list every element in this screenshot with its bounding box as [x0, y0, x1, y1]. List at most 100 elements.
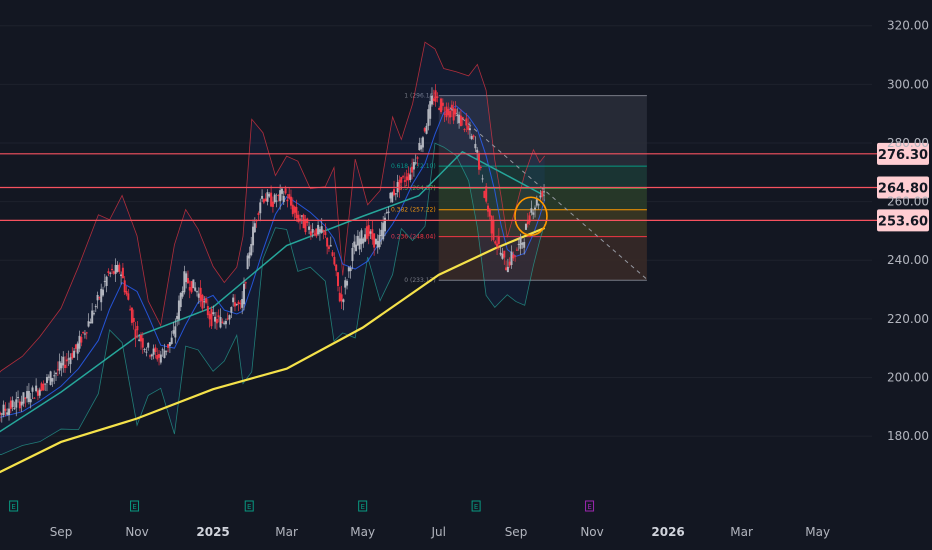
candle-body: [456, 115, 459, 117]
candle-body: [83, 333, 86, 335]
candle-body: [295, 207, 298, 219]
earnings-marker-3[interactable]: [358, 500, 368, 512]
candle-body: [177, 300, 180, 320]
candle-body: [29, 399, 32, 403]
earnings-marker-4[interactable]: [471, 500, 481, 512]
ma-20-line[interactable]: [0, 105, 546, 422]
candle-body: [31, 387, 34, 392]
candle-body: [430, 95, 433, 105]
candle-body: [450, 104, 453, 111]
earnings-marker-label-3: E: [360, 503, 364, 511]
earnings-marker-0[interactable]: [9, 500, 19, 512]
level-price-tag-0[interactable]: [877, 142, 929, 165]
y-tick-label-7: 180.00: [887, 429, 929, 443]
candle-body: [210, 309, 213, 327]
candle-body: [73, 350, 76, 358]
candle-body: [183, 271, 186, 293]
earnings-marker-1[interactable]: [130, 500, 140, 512]
candle-body: [389, 192, 392, 199]
candle-body: [71, 353, 74, 359]
earnings-marker-2[interactable]: [244, 500, 254, 512]
candle-body: [470, 136, 473, 140]
candle-body: [147, 342, 150, 348]
candle-body: [432, 98, 435, 101]
candle-body: [427, 109, 430, 126]
level-price-tag-1[interactable]: [877, 176, 929, 199]
candle-body: [159, 354, 162, 363]
candle-body: [98, 297, 101, 299]
x-tick-label-7: Nov: [580, 525, 603, 539]
candle-body: [18, 401, 21, 409]
candle-body: [414, 162, 417, 164]
candle-body: [33, 397, 36, 399]
candle-body: [143, 348, 146, 350]
y-tick-label-5: 220.00: [887, 312, 929, 326]
projection-dashed-line[interactable]: [449, 107, 648, 280]
candle-body: [185, 273, 188, 283]
ma-50-line[interactable]: [0, 150, 546, 442]
candle-body: [445, 106, 448, 118]
candle-body: [373, 233, 376, 248]
candle-body: [109, 272, 112, 274]
fib-level-label-0: 1 (296.16): [404, 93, 435, 100]
candle-body: [342, 299, 345, 303]
candle-body: [105, 276, 108, 286]
candle-body: [150, 354, 153, 357]
candle-body: [125, 291, 128, 295]
candle-body: [273, 194, 276, 203]
candle-body: [501, 253, 504, 259]
candle-body: [331, 252, 334, 256]
highlight-ellipse[interactable]: [514, 196, 548, 237]
candle-body: [322, 230, 325, 232]
y-tick-label-4: 240.00: [887, 253, 929, 267]
candle-body: [82, 332, 85, 334]
candle-body: [365, 226, 368, 239]
candle-body: [374, 239, 377, 245]
candle-body: [487, 205, 490, 212]
candle-body: [284, 188, 287, 194]
fib-level-label-2: 0.5 (264.57): [399, 185, 436, 192]
candle-body: [186, 278, 189, 284]
candle-body: [65, 359, 68, 362]
candle-body: [543, 191, 546, 193]
candle-body: [458, 114, 461, 124]
bollinger-lower-line: [0, 142, 546, 455]
candle-body: [226, 318, 229, 320]
bollinger-upper-line: [0, 41, 545, 373]
earnings-marker-label-1: E: [132, 503, 136, 511]
candle-body: [51, 378, 54, 382]
candle-body: [411, 166, 414, 173]
x-tick-label-9: Mar: [730, 525, 753, 539]
candle-body: [523, 241, 526, 248]
candle-body: [154, 347, 157, 352]
earnings-marker-5[interactable]: [585, 500, 595, 512]
candle-body: [497, 236, 500, 245]
candle-body: [385, 212, 388, 214]
candle-body: [282, 195, 285, 203]
candle-body: [62, 356, 65, 366]
fib-zone-3: [438, 209, 647, 237]
candle-body: [253, 223, 256, 233]
candle-body: [116, 265, 119, 272]
candle-body: [268, 194, 271, 197]
candle-body: [378, 235, 381, 248]
candle-body: [539, 195, 542, 198]
candle-body: [181, 290, 184, 297]
candle-body: [130, 307, 133, 323]
candle-body: [403, 180, 406, 182]
candle-body: [208, 313, 211, 320]
candle-body: [313, 233, 316, 235]
candle-body: [391, 192, 394, 203]
candle-body: [250, 243, 253, 256]
candle-body: [449, 111, 452, 118]
candle-body: [58, 361, 61, 371]
candle-body: [259, 202, 262, 214]
x-tick-label-6: Sep: [505, 525, 528, 539]
level-price-label-0: 276.30: [878, 148, 928, 163]
candle-body: [56, 369, 59, 371]
level-price-tag-2[interactable]: [877, 209, 929, 232]
ma-200-line[interactable]: [0, 226, 546, 480]
candle-body: [179, 292, 182, 308]
